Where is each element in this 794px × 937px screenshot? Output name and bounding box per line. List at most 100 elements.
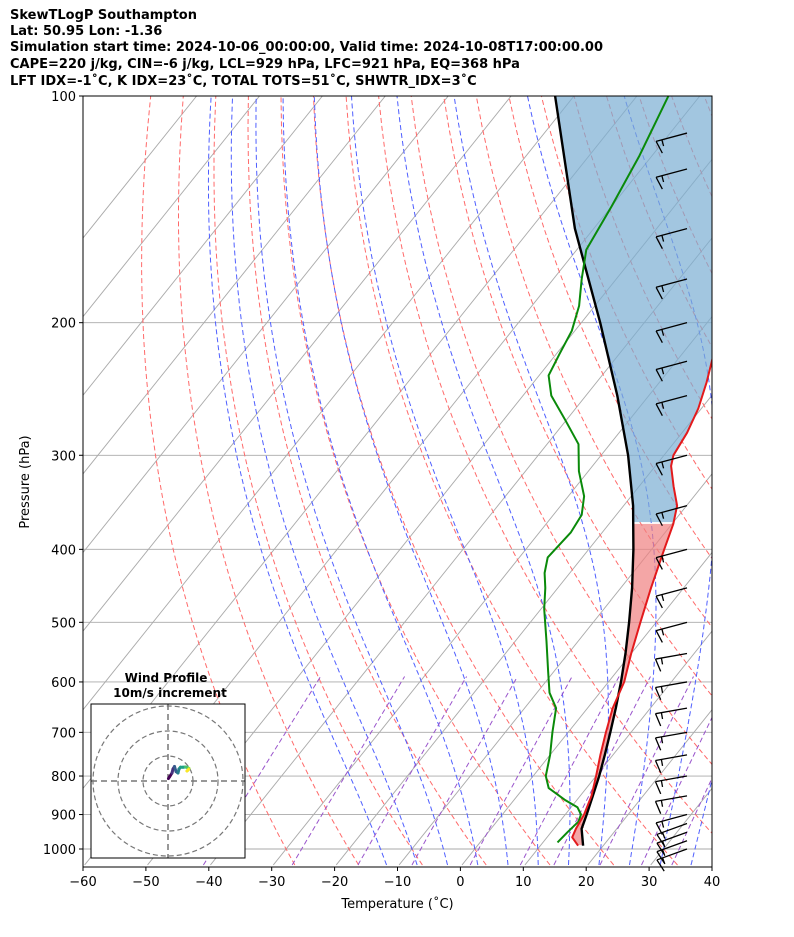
- y-tick-label: 700: [51, 726, 76, 741]
- wind-barb-flag: [654, 687, 662, 701]
- wind-barb-staff: [655, 454, 688, 465]
- y-tick-label: 800: [51, 770, 76, 785]
- dry-adiabat-line: [213, 96, 423, 866]
- x-tick-label: −60: [69, 875, 96, 890]
- isotherm-line: [83, 96, 198, 239]
- wind-barb-flag: [654, 658, 662, 672]
- wind-barb-flag: [655, 463, 663, 476]
- hodograph-ring: [117, 730, 219, 832]
- dry-adiabat-line: [703, 96, 712, 118]
- moist-adiabat-line: [396, 96, 571, 865]
- hodograph-segment: [185, 768, 190, 773]
- isotherm-line: [714, 79, 794, 865]
- wind-barb-staff: [655, 681, 688, 689]
- wind-barb: [654, 795, 688, 814]
- dry-adiabat-line: [737, 96, 794, 865]
- wind-barb: [654, 731, 688, 751]
- wind-barb-staff: [655, 795, 688, 803]
- wind-barb-flag: [661, 555, 665, 563]
- wind-barb-flag: [655, 595, 663, 609]
- title-line-times: Simulation start time: 2024-10-06_00:00:…: [10, 40, 603, 55]
- isotherm-line: [210, 237, 712, 866]
- title-line-station: SkewTLogP Southampton: [10, 8, 197, 23]
- wind-barb-flag: [661, 329, 665, 336]
- x-tick-label: 40: [704, 875, 721, 890]
- x-tick-label: 20: [578, 875, 595, 890]
- wind-barb: [655, 813, 688, 835]
- isotherm-line: [272, 315, 712, 866]
- hodograph-title: Wind Profile: [125, 671, 208, 685]
- wind-barb-flag: [655, 630, 663, 643]
- isotherm-line: [83, 96, 575, 711]
- x-tick-label: 30: [641, 875, 658, 890]
- wind-barb-flag: [655, 369, 663, 382]
- wind-barb-flag: [656, 851, 665, 864]
- wind-barb-flag: [656, 859, 665, 872]
- wind-barb: [655, 587, 688, 609]
- isotherm-line: [83, 96, 261, 318]
- wind-barb-flag: [654, 781, 662, 795]
- wind-barb-flag: [661, 367, 665, 375]
- x-tick-label: −50: [132, 875, 159, 890]
- y-tick-label: 900: [51, 809, 76, 824]
- wind-barb: [654, 775, 688, 795]
- cape-shading: [555, 96, 712, 523]
- wind-barb-flag: [661, 821, 665, 828]
- wind-barb-staff: [655, 731, 688, 739]
- wind-barb-flag: [661, 512, 665, 519]
- wind-barb-staff: [655, 278, 688, 288]
- wind-barb-flag: [654, 760, 662, 774]
- wind-barb-staff: [655, 754, 688, 762]
- dry-adiabat-line: [247, 96, 487, 866]
- wind-barb-staff: [655, 652, 688, 660]
- wind-barb-staff: [655, 168, 688, 178]
- wind-barb-flag: [660, 686, 664, 693]
- mixing-ratio-line: [641, 716, 712, 866]
- isotherm-line: [83, 96, 512, 632]
- hodograph-subtitle: 10m/s increment: [113, 686, 227, 700]
- wind-barb-flag: [661, 175, 665, 183]
- wind-barb: [655, 548, 688, 570]
- mixing-ratio-line: [357, 676, 468, 866]
- mixing-ratio-line: [291, 676, 406, 866]
- wind-barb-flag: [661, 628, 665, 636]
- y-tick-label: 1000: [43, 843, 76, 858]
- wind-barb-staff: [655, 505, 688, 515]
- title-line-indices: LFT IDX=-1˚C, K IDX=23˚C, TOTAL TOTS=51˚…: [10, 74, 477, 89]
- moist-adiabat-line: [255, 96, 448, 866]
- x-tick-label: 10: [515, 875, 532, 890]
- wind-barb-staff: [655, 813, 688, 824]
- y-axis-label: Pressure (hPa): [18, 435, 33, 528]
- wind-barb: [654, 707, 688, 727]
- isotherm-line: [83, 96, 449, 554]
- wind-barb-staff: [655, 227, 688, 238]
- moist-adiabat-line: [350, 96, 539, 865]
- moist-adiabat-line: [230, 96, 418, 866]
- wind-barb-flag: [660, 712, 664, 720]
- x-tick-label: 0: [456, 875, 464, 890]
- mixing-ratio-line: [519, 676, 620, 866]
- wind-barb: [655, 278, 688, 300]
- dry-adiabat-line: [573, 96, 712, 420]
- wind-barb: [655, 168, 688, 190]
- wind-barb-staff: [656, 848, 688, 861]
- wind-barb: [655, 132, 688, 154]
- x-tick-label: −10: [384, 875, 411, 890]
- wind-barb: [655, 505, 688, 527]
- wind-barb: [655, 227, 688, 249]
- moist-adiabat-line: [453, 96, 609, 866]
- wind-barb-staff: [655, 548, 688, 559]
- y-tick-label: 400: [51, 543, 76, 558]
- wind-barb-flag: [661, 285, 665, 293]
- dry-adiabat-line: [345, 96, 678, 866]
- mixing-ratio-line: [599, 676, 694, 866]
- dry-adiabat-line: [178, 96, 360, 866]
- wind-barb-flag: [656, 834, 665, 846]
- dry-adiabat-line: [475, 96, 712, 629]
- wind-barb-flag: [655, 513, 663, 527]
- dry-adiabat-line: [378, 96, 712, 834]
- wind-barb-flag: [654, 737, 662, 751]
- wind-barb-flag: [654, 713, 662, 727]
- wind-barb-staff: [655, 621, 688, 632]
